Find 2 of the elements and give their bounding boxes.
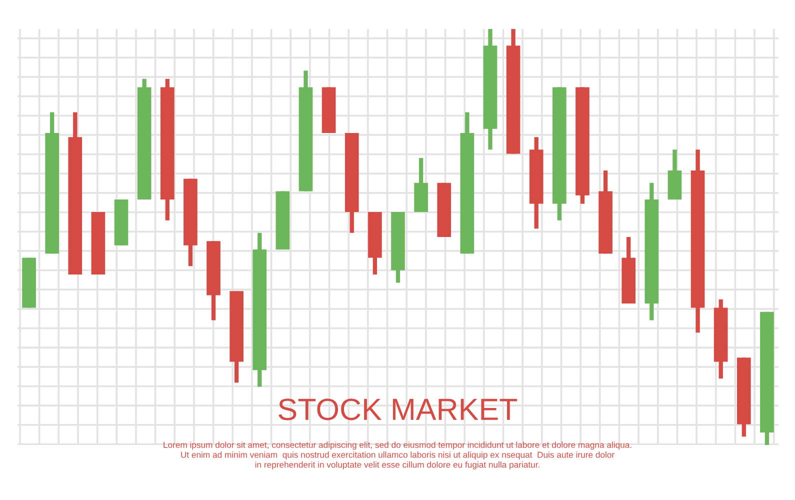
text: Lorem ipsum dolor sit amet, consectetur adipiscing elit, sed do eiusmod tempor incididunt ut labore et dolore magna aliqua. Ut enim ad minim veniam quis nostrud exercitation ullamco laboris nisi ut aliquip ex nsequat Duis aute irure dolor in reprehenderit in voluptate velit esse cillum dolore eu fugiat nulla pariatur.	[164, 442, 632, 470]
text: STOCK MARKET	[278, 398, 518, 420]
